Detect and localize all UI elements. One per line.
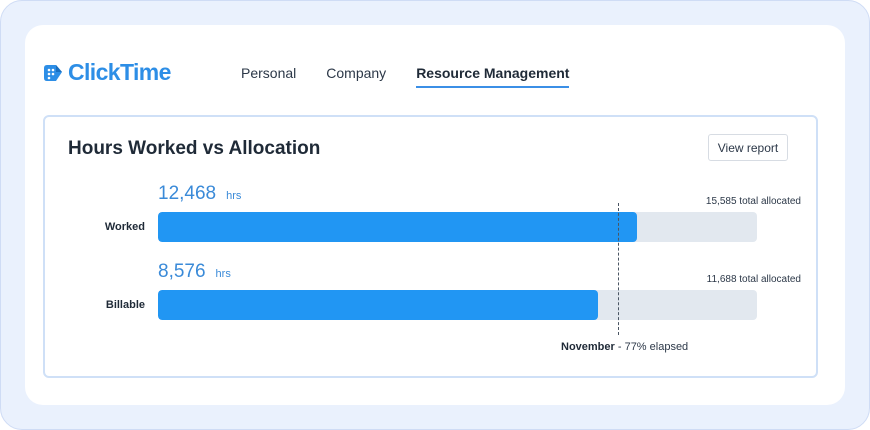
worked-hours-unit: hrs [226,190,242,202]
clicktime-logo-icon [44,64,62,81]
billable-hours-unit: hrs [215,268,231,280]
nav-item-company[interactable]: Company [326,65,387,81]
elapsed-month: November [561,341,615,353]
nav-item-resource-management[interactable]: Resource Management [416,65,570,88]
clicktime-logo[interactable]: ClickTime [42,59,171,86]
worked-row-label: Worked [104,221,145,233]
app-card: ClickTime Personal Company Resource Mana… [25,25,845,405]
worked-bar-fill[interactable] [158,212,638,242]
billable-allocated-text: 11,688 total allocated [706,274,801,285]
elapsed-marker-line [618,203,619,335]
billable-hours-number: 8,576 [158,261,206,282]
logo-text: ClickTime [68,59,171,85]
nav-item-personal[interactable]: Personal [241,65,297,81]
billable-bar-track [158,290,757,320]
worked-bar-track [158,212,757,242]
billable-bar-fill[interactable] [158,290,598,320]
main-nav: Personal Company Resource Management [241,65,599,88]
view-report-button[interactable]: View report [708,134,788,161]
billable-value: 8,576 hrs [158,261,231,283]
worked-value: 12,468 hrs [158,183,241,205]
hours-worked-widget: Hours Worked vs Allocation View report 1… [43,115,818,378]
billable-row-label: Billable [105,299,145,311]
elapsed-label: November - 77% elapsed [561,341,688,353]
worked-hours-number: 12,468 [158,183,217,204]
worked-allocated-text: 15,585 total allocated [705,196,801,207]
widget-title: Hours Worked vs Allocation [68,138,321,159]
elapsed-text: - 77% elapsed [614,341,689,353]
